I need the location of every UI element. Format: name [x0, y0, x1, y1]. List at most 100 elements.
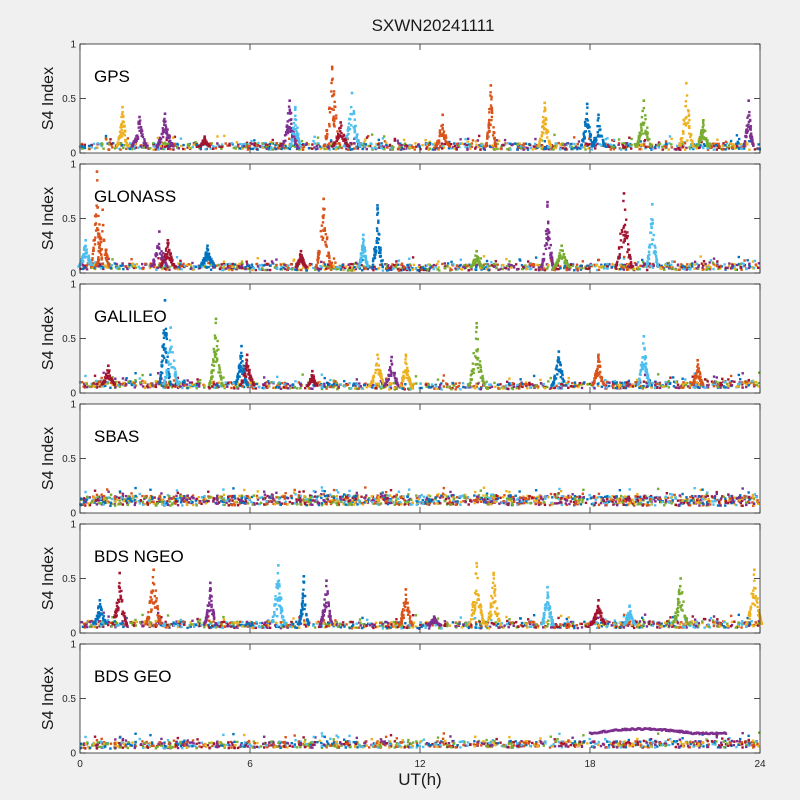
data-point [292, 258, 296, 261]
data-point [385, 143, 388, 147]
data-point [346, 269, 350, 272]
data-point [364, 257, 368, 261]
data-point [437, 147, 440, 150]
data-point [420, 268, 423, 272]
data-point [258, 268, 261, 271]
data-point [361, 147, 365, 151]
data-point [345, 144, 348, 148]
data-point [409, 264, 412, 268]
data-point [544, 247, 548, 251]
data-point [495, 139, 499, 142]
data-point [181, 147, 185, 151]
data-point [320, 260, 323, 264]
data-point [546, 267, 549, 270]
data-point [115, 380, 119, 384]
data-point [428, 140, 432, 144]
data-point [438, 269, 441, 272]
data-point [727, 378, 730, 381]
data-point [645, 268, 649, 272]
data-point [138, 119, 142, 122]
data-point [444, 139, 447, 142]
data-point [398, 386, 402, 389]
data-point [573, 142, 576, 146]
data-point [142, 146, 145, 149]
data-point [325, 135, 329, 139]
data-point [645, 265, 648, 268]
panel-label: GPS [94, 67, 130, 86]
data-point [482, 147, 486, 150]
data-point [443, 142, 447, 146]
data-point [646, 145, 650, 148]
data-point [640, 264, 643, 268]
data-point [487, 130, 491, 134]
data-point [700, 129, 703, 132]
data-point [698, 386, 701, 390]
data-point [131, 143, 135, 146]
data-point [642, 380, 646, 383]
data-point [97, 241, 100, 244]
data-point [547, 380, 550, 383]
data-point [342, 145, 345, 148]
data-point [722, 147, 726, 151]
data-point [320, 224, 324, 227]
data-point [377, 267, 381, 270]
data-point [94, 213, 98, 216]
data-point [486, 387, 489, 391]
data-point [485, 380, 488, 384]
data-point [526, 148, 530, 151]
data-point [487, 268, 490, 272]
data-point [393, 388, 396, 391]
data-point [308, 264, 311, 267]
data-point [594, 147, 597, 150]
data-point [702, 119, 705, 122]
data-point [263, 263, 267, 267]
data-point [667, 261, 671, 265]
data-point [543, 106, 547, 109]
data-point [517, 146, 521, 150]
data-point [519, 384, 523, 388]
data-point [440, 142, 443, 145]
data-point [96, 206, 99, 209]
data-point [652, 263, 655, 267]
data-point [644, 114, 647, 117]
data-point [199, 144, 202, 148]
data-point [551, 145, 554, 148]
data-point [282, 266, 285, 269]
data-point [510, 143, 513, 147]
data-point [545, 147, 548, 151]
data-point [120, 112, 124, 116]
data-point [312, 384, 315, 387]
data-point [559, 249, 562, 252]
data-point [172, 148, 175, 151]
data-point [681, 377, 684, 380]
data-point [133, 147, 136, 151]
data-point [536, 386, 540, 390]
data-point [304, 267, 308, 270]
data-point [239, 142, 242, 146]
data-point [137, 126, 140, 129]
data-point [751, 142, 754, 145]
data-point [258, 264, 262, 267]
data-point [358, 267, 362, 270]
data-point [267, 143, 270, 147]
data-point [719, 386, 722, 389]
data-point [390, 382, 393, 385]
data-point [174, 385, 177, 389]
data-point [646, 126, 649, 129]
data-point [448, 140, 451, 144]
data-point [403, 268, 406, 271]
data-point [565, 382, 568, 385]
data-point [543, 267, 546, 270]
data-point [494, 143, 497, 146]
data-point [150, 265, 153, 268]
data-point [209, 268, 213, 271]
data-point [130, 383, 134, 387]
data-point [542, 120, 545, 123]
data-point [117, 136, 120, 139]
data-point [102, 266, 105, 269]
data-point [395, 260, 398, 263]
data-point [440, 124, 443, 128]
data-point [591, 264, 595, 267]
data-point [446, 262, 450, 265]
data-point [190, 267, 193, 270]
